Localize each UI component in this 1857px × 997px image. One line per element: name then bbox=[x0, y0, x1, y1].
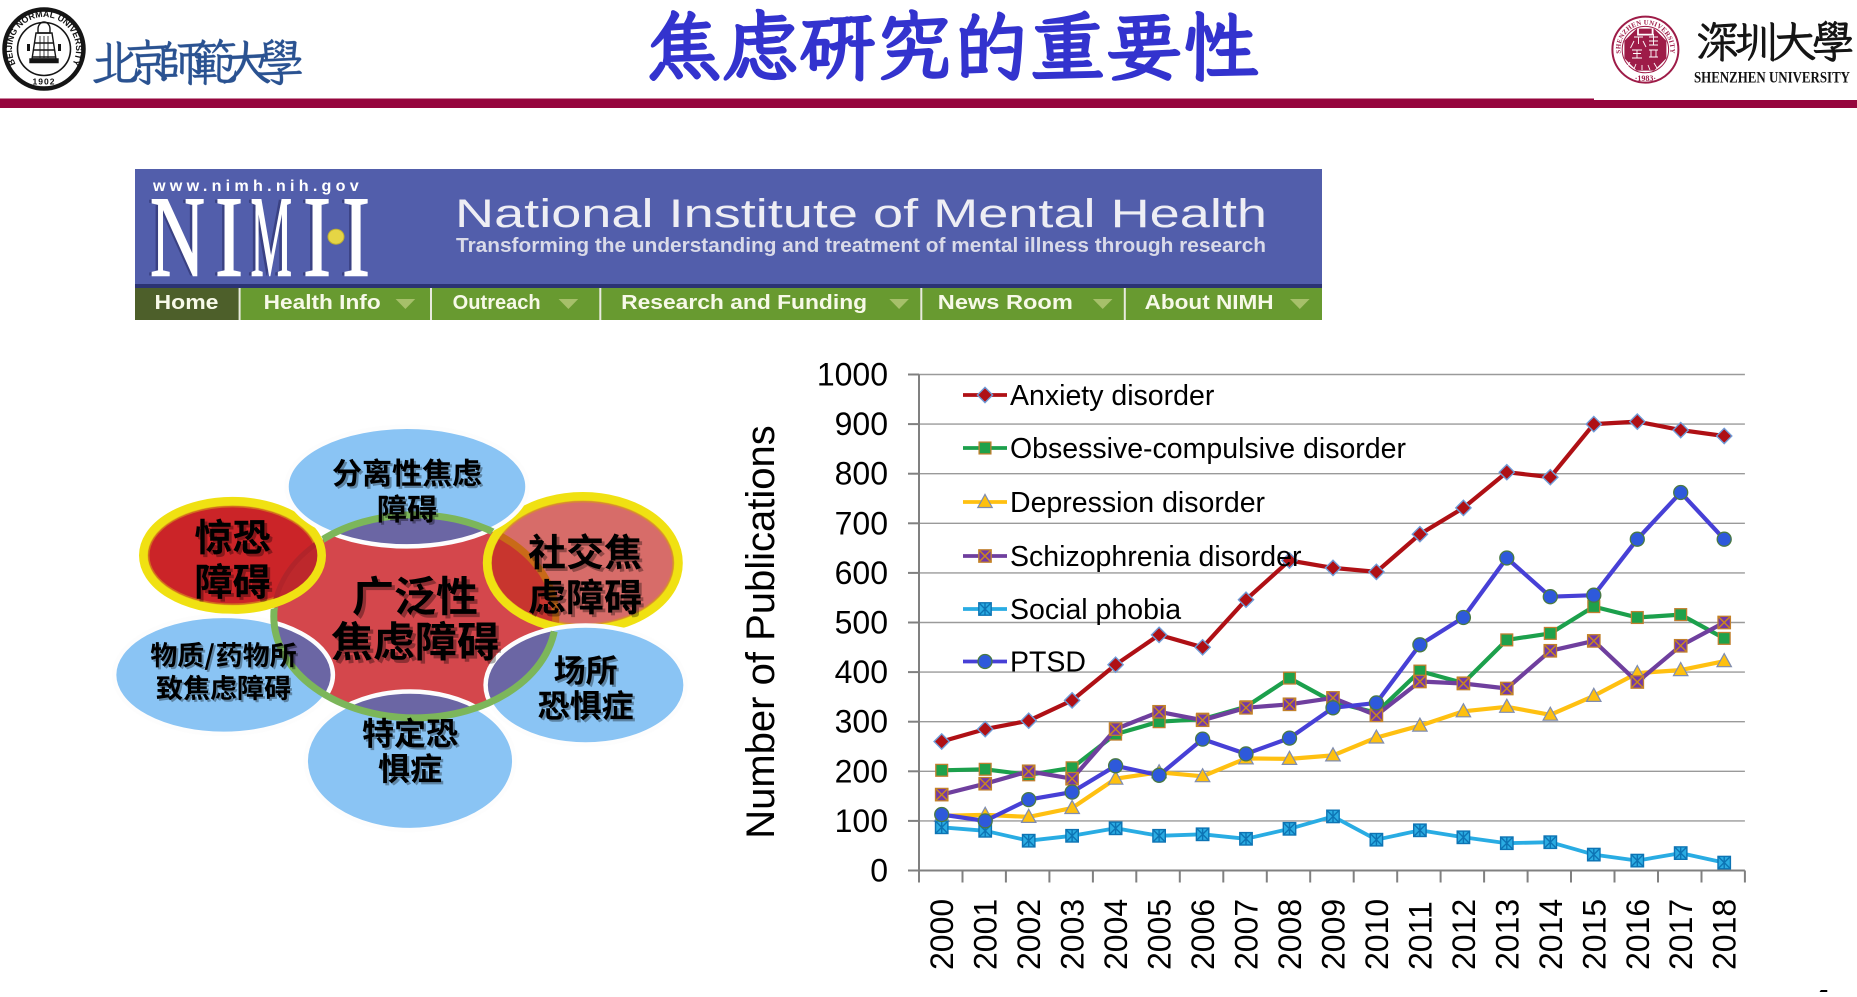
svg-text:·1983·: ·1983· bbox=[1635, 74, 1656, 83]
svg-text:Anxiety disorder: Anxiety disorder bbox=[1010, 380, 1215, 412]
svg-text:I: I bbox=[212, 173, 240, 301]
svg-text:Research and Funding: Research and Funding bbox=[621, 292, 867, 314]
svg-text:Health Info: Health Info bbox=[264, 292, 381, 314]
svg-text:2008: 2008 bbox=[1272, 899, 1308, 970]
svg-text:Schizophrenia disorder: Schizophrenia disorder bbox=[1010, 541, 1302, 573]
svg-text:2002: 2002 bbox=[1011, 899, 1047, 970]
svg-text:100: 100 bbox=[835, 803, 888, 839]
svg-text:300: 300 bbox=[835, 704, 888, 740]
svg-text:National Institute of Mental H: National Institute of Mental Health bbox=[455, 192, 1267, 236]
svg-text:500: 500 bbox=[835, 605, 888, 641]
svg-text:2018: 2018 bbox=[1707, 899, 1743, 970]
svg-text:I: I bbox=[215, 173, 243, 301]
svg-text:Transforming the understanding: Transforming the understanding and treat… bbox=[456, 235, 1266, 257]
svg-text:2005: 2005 bbox=[1142, 899, 1178, 970]
svg-text:800: 800 bbox=[835, 456, 888, 492]
svg-text:M: M bbox=[248, 173, 289, 302]
svg-text:0: 0 bbox=[870, 853, 888, 889]
svg-text:PTSD: PTSD bbox=[1010, 647, 1086, 679]
svg-text:2004: 2004 bbox=[1098, 899, 1134, 970]
svg-text:Home: Home bbox=[155, 292, 219, 314]
svg-text:2012: 2012 bbox=[1446, 899, 1482, 970]
svg-text:2014: 2014 bbox=[1533, 899, 1569, 970]
svg-text:2017: 2017 bbox=[1663, 899, 1699, 970]
svg-text:News Room: News Room bbox=[938, 292, 1073, 314]
svg-text:Social phobia: Social phobia bbox=[1010, 594, 1181, 626]
svg-text:2015: 2015 bbox=[1576, 899, 1612, 970]
svg-text:Outreach: Outreach bbox=[453, 292, 541, 314]
svg-text:2006: 2006 bbox=[1185, 899, 1221, 970]
svg-text:SHENZHEN UNIVERSITY: SHENZHEN UNIVERSITY bbox=[1694, 70, 1850, 87]
svg-text:1902: 1902 bbox=[33, 77, 56, 87]
svg-text:I: I bbox=[342, 173, 370, 301]
svg-text:2003: 2003 bbox=[1055, 899, 1091, 970]
svg-text:700: 700 bbox=[835, 505, 888, 541]
svg-text:www.nimh.nih.gov: www.nimh.nih.gov bbox=[152, 178, 363, 195]
svg-text:900: 900 bbox=[835, 406, 888, 442]
svg-text:Obsessive-compulsive disorder: Obsessive-compulsive disorder bbox=[1010, 433, 1406, 465]
svg-text:2000: 2000 bbox=[924, 899, 960, 970]
svg-text:Depression disorder: Depression disorder bbox=[1010, 487, 1266, 519]
svg-text:N: N bbox=[147, 174, 202, 302]
svg-text:M: M bbox=[251, 173, 292, 302]
svg-text:I: I bbox=[300, 173, 328, 301]
svg-text:Number of Publications: Number of Publications bbox=[739, 425, 783, 839]
svg-text:2013: 2013 bbox=[1489, 899, 1525, 970]
svg-text:2001: 2001 bbox=[968, 899, 1004, 970]
svg-text:About NIMH: About NIMH bbox=[1145, 292, 1274, 314]
svg-text:2011: 2011 bbox=[1402, 901, 1438, 970]
svg-text:2016: 2016 bbox=[1620, 899, 1656, 970]
svg-text:N: N bbox=[150, 174, 205, 302]
svg-text:4: 4 bbox=[1808, 981, 1832, 992]
svg-text:1000: 1000 bbox=[817, 357, 888, 393]
svg-text:2009: 2009 bbox=[1316, 899, 1352, 970]
svg-text:400: 400 bbox=[835, 654, 888, 690]
svg-text:200: 200 bbox=[835, 753, 888, 789]
svg-text:2007: 2007 bbox=[1229, 899, 1265, 970]
svg-text:600: 600 bbox=[835, 555, 888, 591]
svg-text:I: I bbox=[303, 173, 331, 301]
svg-text:2010: 2010 bbox=[1359, 899, 1395, 970]
